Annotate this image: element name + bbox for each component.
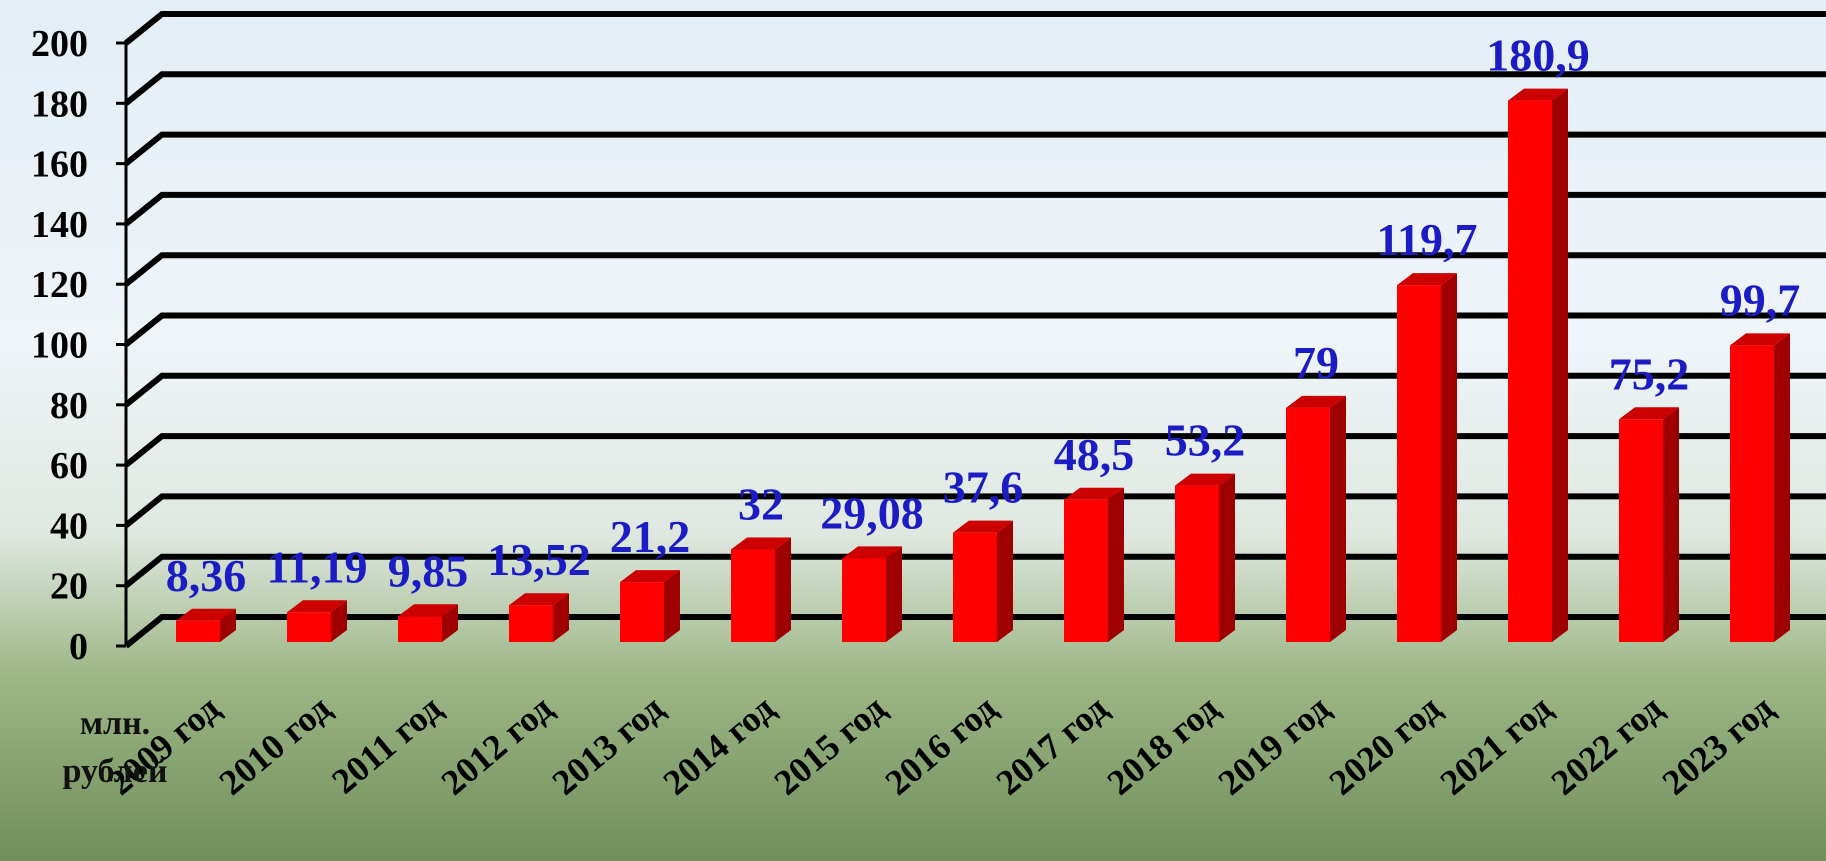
x-tick-label: 2018 год	[1100, 687, 1227, 802]
bar-top	[953, 520, 1013, 533]
bar-side	[1774, 333, 1790, 642]
value-label: 79	[1293, 337, 1339, 388]
bar-side	[1441, 273, 1457, 642]
bar	[1286, 407, 1330, 642]
x-tick-label: 2017 год	[989, 687, 1116, 802]
grid-line	[124, 372, 1826, 408]
bar	[1064, 499, 1108, 642]
y-tick-label: 20	[50, 566, 88, 608]
y-tick-label: 140	[31, 204, 88, 246]
value-label: 53,2	[1165, 415, 1246, 466]
bar-top	[1064, 487, 1124, 500]
bar-top	[509, 593, 569, 606]
value-label: 21,2	[610, 511, 691, 562]
x-tick-label: 2020 год	[1322, 687, 1449, 802]
bar-side	[1330, 395, 1346, 642]
bar-top	[1730, 333, 1790, 346]
value-label: 8,36	[166, 550, 247, 601]
bar-top	[287, 600, 347, 613]
bar-side	[1108, 487, 1124, 642]
bar-side	[442, 604, 458, 642]
bar-top	[1286, 395, 1346, 408]
bar-side	[775, 537, 791, 642]
value-label: 75,2	[1609, 348, 1690, 399]
x-tick-label: 2016 год	[878, 687, 1005, 802]
grid-line	[124, 191, 1826, 227]
x-tick-label: 2011 год	[324, 687, 449, 801]
value-label: 32	[738, 479, 784, 530]
value-label: 9,85	[388, 545, 469, 596]
bar-side	[886, 546, 902, 642]
y-tick-label: 60	[50, 445, 88, 487]
bar	[842, 558, 886, 642]
x-tick-label: 2022 год	[1544, 687, 1671, 802]
axis-title: млн. рублей	[62, 705, 168, 790]
grid-line	[124, 493, 1826, 528]
x-tick-label: 2019 год	[1211, 687, 1338, 802]
x-tick-label: 2012 год	[434, 687, 561, 802]
grid-line	[124, 11, 1826, 46]
y-tick-label: 100	[31, 325, 88, 367]
bar	[953, 532, 997, 642]
bar-top	[1619, 407, 1679, 420]
bar	[287, 612, 331, 642]
bar-side	[331, 600, 347, 642]
bar-top	[1508, 88, 1568, 101]
bar-side	[1219, 473, 1235, 642]
bar	[731, 549, 775, 642]
y-tick-label: 160	[31, 144, 88, 186]
value-label: 99,7	[1720, 274, 1801, 325]
bar-top	[842, 546, 902, 559]
x-tick-label: 2015 год	[767, 687, 894, 802]
bar	[176, 620, 220, 642]
bar-top	[731, 537, 791, 550]
bar-side	[1663, 407, 1679, 642]
y-tick-label: 180	[31, 83, 88, 125]
bar-top	[1175, 473, 1235, 486]
grid-line	[124, 553, 1826, 589]
value-label: 48,5	[1054, 429, 1135, 480]
bar	[398, 616, 442, 642]
bar-top	[398, 604, 458, 617]
value-label: 119,7	[1377, 214, 1478, 265]
bar-side	[553, 593, 569, 642]
bar-side	[1552, 88, 1568, 643]
value-label: 13,52	[487, 534, 591, 585]
y-tick-label: 80	[50, 385, 88, 427]
x-tick-label: 2023 год	[1655, 687, 1782, 802]
grid-line	[124, 252, 1826, 287]
grid-line	[124, 614, 1826, 649]
y-tick-label: 40	[50, 505, 88, 547]
x-tick-label: 2013 год	[545, 687, 672, 802]
y-tick-label: 120	[31, 264, 88, 306]
bar-side	[664, 570, 680, 642]
bar	[1175, 485, 1219, 642]
bar-side	[997, 520, 1013, 642]
x-tick-label: 2021 год	[1433, 687, 1560, 802]
value-label: 37,6	[943, 462, 1024, 513]
bar-top	[1397, 273, 1457, 286]
grid-line	[124, 131, 1826, 166]
bar-top	[176, 608, 236, 621]
bar	[1730, 345, 1774, 642]
value-label: 180,9	[1486, 30, 1590, 81]
bar	[509, 605, 553, 642]
x-tick-label: 2010 год	[212, 687, 339, 802]
y-tick-label: 200	[31, 23, 88, 65]
grid-line	[124, 312, 1826, 347]
bar-side	[220, 608, 236, 642]
x-tick-label: 2014 год	[656, 687, 783, 802]
y-tick-label: 0	[69, 626, 88, 668]
value-label: 11,19	[267, 541, 368, 592]
bar	[620, 582, 664, 642]
bar	[1619, 419, 1663, 642]
value-label: 29,08	[820, 487, 924, 538]
bar-top	[620, 570, 680, 583]
bar	[1397, 285, 1441, 642]
grid-line	[124, 433, 1826, 468]
bar	[1508, 100, 1552, 643]
grid-line	[124, 71, 1826, 106]
